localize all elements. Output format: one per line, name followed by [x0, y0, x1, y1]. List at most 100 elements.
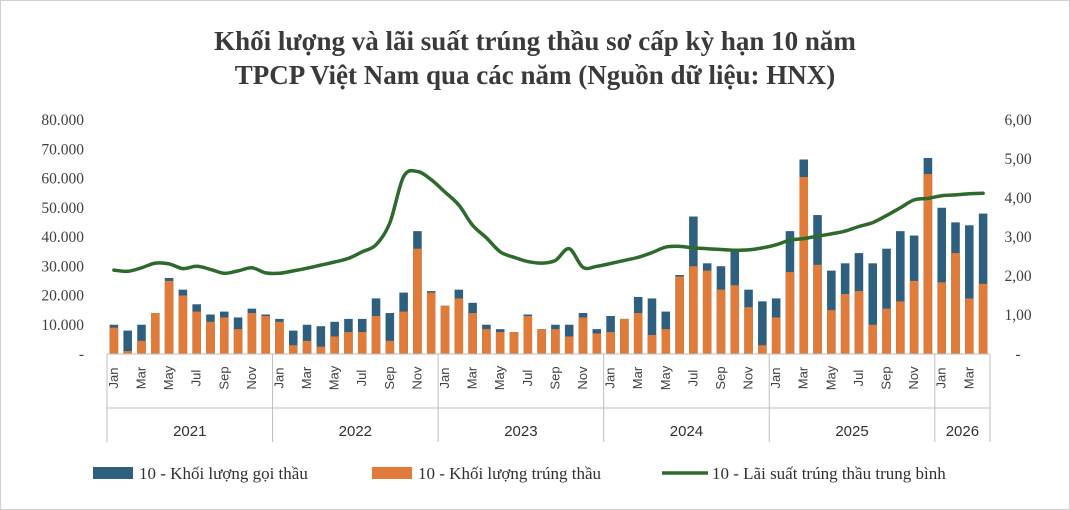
- bar-won: [385, 340, 395, 354]
- bar-won: [509, 332, 519, 354]
- bar-won: [744, 307, 753, 354]
- bar-won: [219, 317, 229, 354]
- rate-line: [112, 168, 985, 276]
- x-tick-label: Jul: [189, 370, 204, 387]
- bar-offered: [288, 330, 298, 354]
- y2-tick-label: 5,00: [1004, 151, 1031, 168]
- x-tick-label: May: [823, 365, 838, 390]
- x-tick-label: Sep: [216, 366, 231, 389]
- bar-won: [151, 313, 160, 354]
- year-label: 2024: [670, 423, 703, 440]
- bar-won: [551, 329, 560, 354]
- bar-won: [799, 177, 809, 354]
- legend-item-offered: 10 - Khối lượng gọi thầu: [93, 464, 308, 483]
- bar-offered: [896, 231, 905, 354]
- bar-won: [702, 270, 712, 354]
- bar-offered: [937, 207, 946, 354]
- bar-offered: [868, 263, 878, 354]
- bar-won: [288, 345, 298, 354]
- year-label: 2022: [339, 423, 372, 440]
- bar-won: [426, 292, 436, 354]
- bar-offered: [758, 301, 767, 354]
- bar-won: [647, 334, 657, 354]
- year-label: 2026: [946, 423, 979, 440]
- bar-won: [233, 329, 243, 354]
- x-tick-label: Nov: [409, 366, 424, 390]
- bar-won: [330, 336, 339, 354]
- bar-offered: [385, 313, 395, 354]
- bar-won: [592, 333, 602, 354]
- x-tick-label: Nov: [906, 366, 921, 390]
- bar-won: [854, 291, 864, 354]
- x-tick-label: Mar: [630, 366, 645, 389]
- bar-offered: [302, 324, 312, 354]
- bar-won: [868, 324, 878, 354]
- bar-won: [178, 295, 188, 354]
- bar-won: [882, 308, 891, 354]
- bar-won: [523, 315, 533, 354]
- chart-title: Khối lượng và lãi suất trúng thầu sơ cấp…: [0, 24, 1070, 92]
- x-tick-label: Jul: [851, 370, 866, 387]
- bar-won: [275, 321, 284, 354]
- chart-title-line1: Khối lượng và lãi suất trúng thầu sơ cấp…: [214, 26, 856, 56]
- bar-won: [482, 329, 491, 354]
- bar-won: [716, 289, 726, 354]
- x-tick-label: Jan: [603, 368, 618, 389]
- bar-won: [357, 332, 367, 354]
- x-tick-label: Jan: [106, 368, 121, 389]
- bar-won: [302, 340, 312, 354]
- bar-won: [827, 310, 836, 354]
- bar-won: [564, 336, 574, 354]
- x-tick-label: May: [492, 365, 507, 390]
- legend-item-rate: 10 - Lãi suất trúng thầu trung bình: [662, 464, 946, 483]
- x-tick-label: Mar: [465, 366, 480, 389]
- bar-won: [109, 327, 119, 354]
- bar-won: [937, 282, 946, 354]
- bar-offered: [647, 298, 657, 354]
- bar-won: [537, 329, 546, 354]
- y-tick-label: -: [79, 346, 84, 363]
- chart-title-line2: TPCP Việt Nam qua các năm (Nguồn dữ liệu…: [234, 60, 836, 90]
- x-tick-label: Jul: [520, 370, 535, 387]
- bar-won: [164, 280, 174, 354]
- bar-won: [758, 345, 767, 354]
- legend-item-won: 10 - Khối lượng trúng thầu: [372, 464, 601, 483]
- bar-won: [606, 332, 615, 354]
- bar-offered: [137, 324, 146, 354]
- y-tick-label: 50.000: [41, 200, 84, 217]
- x-tick-label: Sep: [713, 366, 728, 389]
- x-tick-label: Nov: [244, 366, 259, 390]
- bar-won: [661, 329, 671, 354]
- bar-won: [923, 174, 933, 354]
- bar-won: [965, 298, 974, 354]
- y2-tick-label: 3,00: [1004, 229, 1031, 246]
- bar-won: [620, 318, 629, 354]
- y-tick-label: 60.000: [41, 171, 84, 188]
- bar-won: [247, 313, 257, 354]
- y-tick-label: 40.000: [41, 229, 84, 246]
- bar-won: [261, 315, 270, 354]
- y2-tick-label: 6,00: [1004, 112, 1031, 129]
- year-label: 2023: [504, 423, 537, 440]
- bar-won: [495, 332, 505, 354]
- bar-won: [813, 264, 822, 354]
- bar-won: [413, 248, 422, 354]
- legend-swatch-won: [372, 467, 412, 479]
- legend-label-rate: 10 - Lãi suất trúng thầu trung bình: [712, 464, 946, 483]
- y2-tick-label: 2,00: [1004, 268, 1031, 285]
- x-tick-label: Nov: [575, 366, 590, 390]
- bar-won: [123, 351, 132, 354]
- bar-won: [371, 315, 381, 354]
- y-tick-label: 20.000: [41, 288, 84, 305]
- y2-tick-label: 1,00: [1004, 307, 1031, 324]
- bar-won: [440, 305, 450, 354]
- x-tick-label: Jan: [768, 368, 783, 389]
- x-tick-label: Sep: [547, 366, 562, 389]
- bar-won: [978, 283, 988, 354]
- bar-offered: [965, 225, 974, 354]
- y-tick-label: 80.000: [41, 112, 84, 129]
- y-tick-label: 70.000: [41, 141, 84, 158]
- bar-won: [896, 301, 905, 354]
